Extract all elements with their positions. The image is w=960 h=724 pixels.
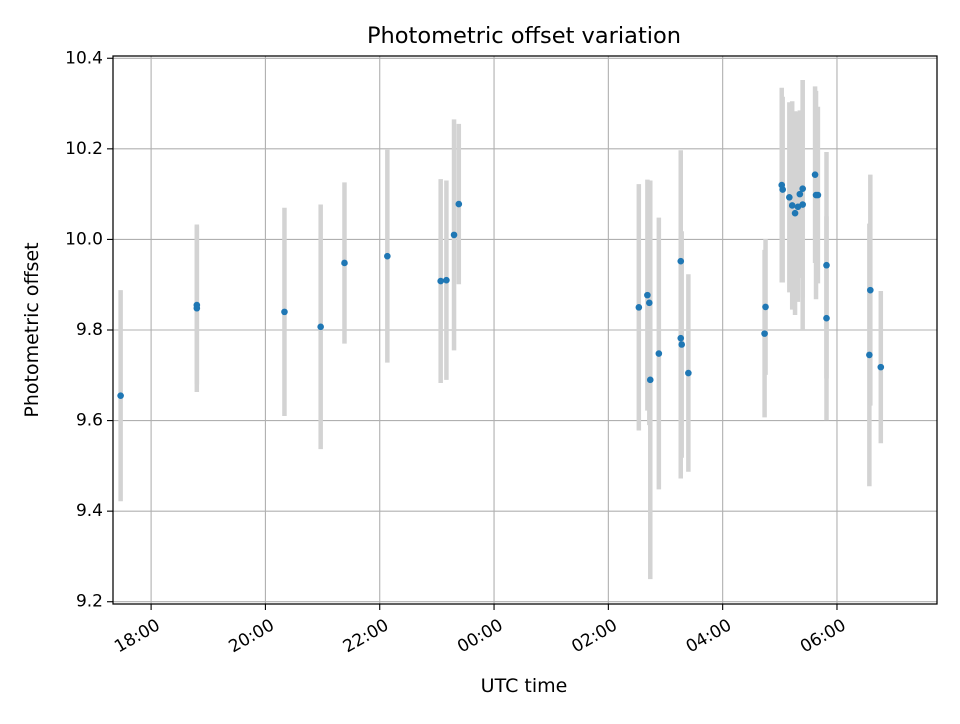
data-point: [455, 200, 463, 208]
data-point: [678, 341, 686, 348]
data-point: [384, 252, 391, 260]
data-point: [866, 351, 873, 359]
y-tick-label: 9.6: [76, 411, 103, 431]
data-point: [655, 350, 663, 357]
data-point: [791, 209, 799, 217]
data-point: [443, 276, 450, 284]
data-point: [814, 191, 822, 199]
data-point: [644, 291, 651, 299]
y-tick-label: 9.4: [76, 501, 103, 521]
y-tick-label: 10.0: [65, 229, 103, 249]
y-tick-label: 10.4: [65, 48, 103, 68]
data-point: [779, 186, 786, 193]
data-point: [799, 201, 806, 208]
data-point: [646, 299, 653, 307]
data-point: [193, 304, 201, 312]
data-point: [281, 308, 288, 316]
data-point: [685, 369, 692, 377]
data-point: [811, 171, 819, 178]
chart-title: Photometric offset variation: [367, 23, 681, 49]
data-point: [341, 259, 348, 267]
data-point: [761, 330, 768, 337]
point-layer: [117, 171, 885, 399]
data-point: [823, 261, 830, 269]
data-point: [635, 304, 643, 311]
data-point: [786, 194, 793, 201]
data-point: [646, 376, 654, 384]
data-point: [677, 257, 685, 265]
data-point: [117, 392, 124, 399]
y-tick-label: 10.2: [65, 139, 103, 159]
data-point: [437, 277, 444, 285]
data-point: [799, 185, 806, 192]
x-axis-label: UTC time: [481, 675, 568, 697]
data-point: [796, 190, 804, 198]
data-point: [877, 363, 885, 371]
data-point: [823, 314, 830, 322]
grid-layer: [113, 56, 937, 604]
data-point: [788, 202, 796, 209]
data-point: [762, 303, 769, 311]
y-tick-label: 9.2: [76, 592, 103, 612]
y-axis-label: Photometric offset: [21, 242, 43, 417]
y-tick-label: 9.8: [76, 320, 103, 340]
data-point: [677, 334, 685, 342]
data-point: [867, 286, 874, 294]
data-point: [317, 323, 324, 331]
data-point: [450, 231, 458, 239]
